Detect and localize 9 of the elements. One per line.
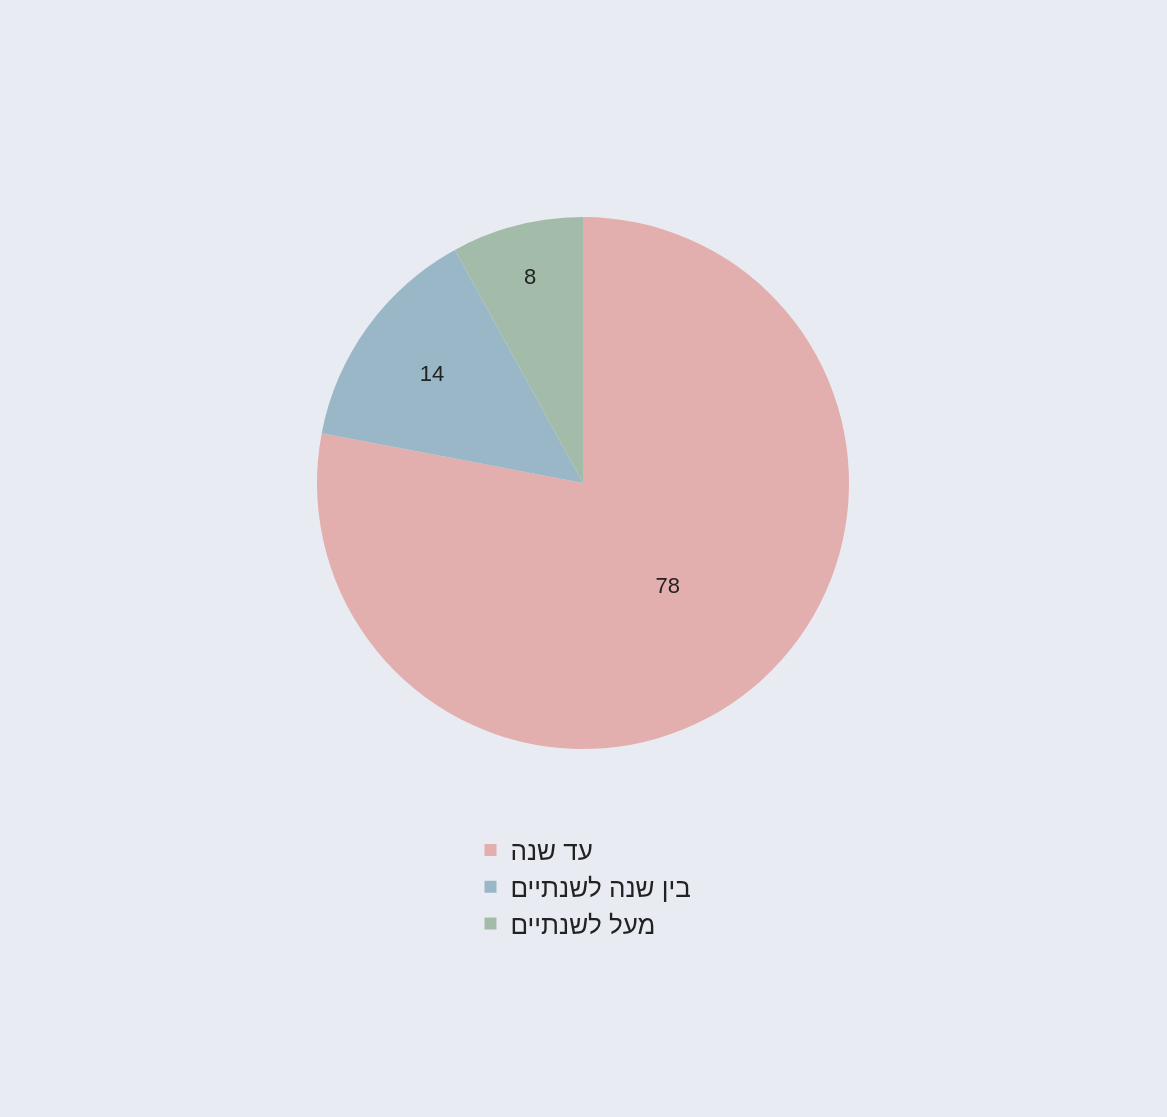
data-label: 78 bbox=[655, 572, 681, 598]
data-label: 8 bbox=[523, 264, 537, 290]
pie-slice bbox=[321, 249, 583, 483]
pie-slice bbox=[454, 217, 583, 483]
legend-label: מעל לשנתיים bbox=[510, 909, 656, 940]
legend-label: בין שנה לשנתיים bbox=[510, 872, 691, 903]
legend-label: עד שנה bbox=[510, 836, 593, 867]
data-label: 14 bbox=[419, 360, 445, 386]
pie-slice bbox=[317, 217, 849, 749]
